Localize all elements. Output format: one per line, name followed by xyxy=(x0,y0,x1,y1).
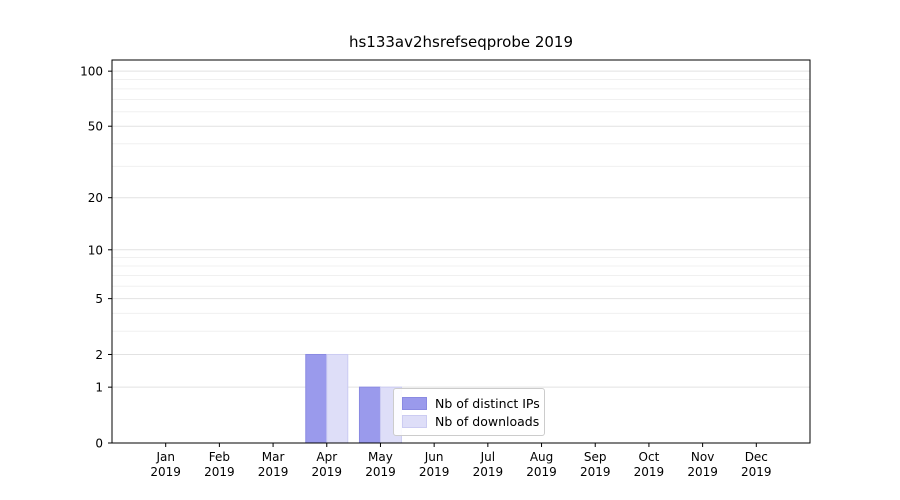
x-tick-label-year: 2019 xyxy=(526,465,557,479)
x-tick-label-month: Jun xyxy=(424,450,444,464)
legend: Nb of distinct IPs Nb of downloads xyxy=(393,388,545,436)
bar-nb-of-distinct-ips-may xyxy=(358,386,381,444)
y-tick-label: 20 xyxy=(88,191,103,205)
x-tick-label-year: 2019 xyxy=(580,465,611,479)
x-tick-label-year: 2019 xyxy=(419,465,450,479)
legend-entry-downloads: Nb of downloads xyxy=(402,413,540,429)
x-tick-label-year: 2019 xyxy=(204,465,235,479)
x-tick-label-month: May xyxy=(368,450,393,464)
bar-nb-of-downloads-apr xyxy=(326,353,349,444)
x-tick-label-month: Nov xyxy=(691,450,714,464)
y-tick-label: 10 xyxy=(88,243,103,257)
x-tick-label-year: 2019 xyxy=(687,465,718,479)
bar-nb-of-distinct-ips-apr xyxy=(305,353,328,444)
chart-title: hs133av2hsrefseqprobe 2019 xyxy=(348,33,574,51)
legend-label-downloads: Nb of downloads xyxy=(435,413,540,429)
x-tick-label-month: Feb xyxy=(209,450,230,464)
x-tick-label-month: Mar xyxy=(262,450,285,464)
y-tick-label: 0 xyxy=(95,437,103,451)
x-tick-label-month: Apr xyxy=(316,450,337,464)
x-tick-label-month: Jan xyxy=(155,450,175,464)
legend-swatch-distinct-ips xyxy=(402,396,427,410)
x-tick-label-year: 2019 xyxy=(258,465,289,479)
x-tick-label-year: 2019 xyxy=(741,465,772,479)
x-tick-label-month: Jul xyxy=(480,450,495,464)
y-tick-label: 5 xyxy=(95,292,103,306)
y-tick-label: 100 xyxy=(80,65,103,79)
x-tick-label-year: 2019 xyxy=(150,465,181,479)
x-tick-label-month: Aug xyxy=(530,450,553,464)
x-tick-label-year: 2019 xyxy=(473,465,504,479)
legend-label-distinct-ips: Nb of distinct IPs xyxy=(435,395,540,411)
x-tick-label-month: Sep xyxy=(584,450,607,464)
x-tick-label-year: 2019 xyxy=(311,465,342,479)
x-tick-label-month: Oct xyxy=(639,450,660,464)
legend-swatch-downloads xyxy=(402,414,427,428)
x-tick-label-month: Dec xyxy=(745,450,768,464)
y-tick-label: 1 xyxy=(95,381,103,395)
x-tick-label-year: 2019 xyxy=(365,465,396,479)
y-tick-label: 50 xyxy=(88,120,103,134)
x-tick-label-year: 2019 xyxy=(634,465,665,479)
plot-border xyxy=(111,59,811,444)
y-tick-label: 2 xyxy=(95,348,103,362)
legend-entry-distinct-ips: Nb of distinct IPs xyxy=(402,396,540,411)
